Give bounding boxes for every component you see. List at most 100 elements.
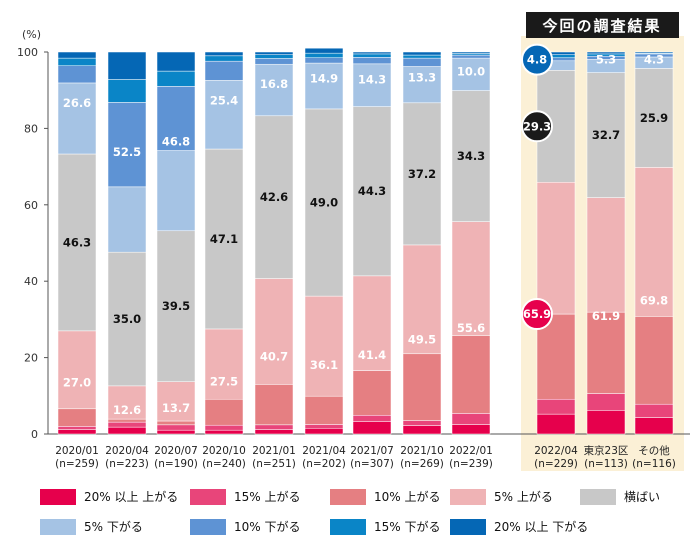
data-label-circle bbox=[521, 43, 553, 76]
bar-segment bbox=[254, 51, 294, 55]
bar-segment bbox=[451, 221, 491, 336]
bar-segment bbox=[204, 60, 244, 81]
bar-segment bbox=[586, 410, 626, 435]
data-label: 14.9 bbox=[310, 72, 338, 86]
data-labels: 27.0 46.3 26.6 12.6 35.0 52.5 13.7 39.5 46.8 27.5… bbox=[63, 43, 668, 417]
category-sample-size: (n=259) bbox=[55, 458, 99, 470]
legend-label: 15% 上がる bbox=[234, 490, 301, 504]
legend-item: 15% 下がる bbox=[330, 518, 441, 535]
category-sample-size: (n=202) bbox=[302, 458, 346, 470]
data-label: 36.1 bbox=[310, 358, 338, 372]
data-label: 46.3 bbox=[63, 235, 91, 249]
legend-item: 20% 以上 下がる bbox=[450, 518, 588, 535]
category-sample-size: (n=113) bbox=[584, 458, 628, 470]
bar-segment bbox=[586, 197, 626, 313]
category-sample-size: (n=269) bbox=[400, 458, 444, 470]
legend-label: 20% 以上 下がる bbox=[494, 520, 589, 534]
data-label: 26.6 bbox=[63, 96, 91, 110]
legend-label: 5% 上がる bbox=[494, 490, 553, 504]
bar-segment bbox=[204, 148, 244, 330]
category-labels: 2020/01(n=259) 2020/04(n=223) 2020/07(n=19… bbox=[55, 444, 676, 470]
legend-swatch bbox=[190, 518, 226, 535]
bar-segment bbox=[204, 51, 244, 57]
category-label: 2020/10 bbox=[202, 445, 246, 457]
bar-segment bbox=[254, 384, 294, 426]
bar-segment bbox=[304, 428, 344, 435]
legend-label: 20% 以上 上がる bbox=[84, 490, 179, 504]
category-sample-size: (n=239) bbox=[449, 458, 493, 470]
legend-item: 10% 上がる bbox=[330, 488, 441, 505]
data-label: 34.3 bbox=[457, 149, 485, 163]
bar-segment bbox=[536, 182, 576, 315]
data-label: 25.4 bbox=[210, 94, 238, 108]
bar-segment bbox=[304, 47, 344, 54]
data-label: 16.8 bbox=[260, 77, 288, 91]
category-label: 2022/01 bbox=[449, 445, 493, 457]
bar-segment bbox=[254, 429, 294, 435]
category-sample-size: (n=190) bbox=[154, 458, 198, 470]
bar-segment bbox=[451, 54, 491, 59]
category-sample-size: (n=251) bbox=[252, 458, 296, 470]
bar-segment bbox=[402, 57, 442, 67]
bar-segment bbox=[156, 230, 196, 382]
data-label: 49.5 bbox=[408, 332, 436, 346]
bar-segment bbox=[254, 54, 294, 59]
bar-segment bbox=[402, 54, 442, 59]
axes: 0 20 40 60 80 100 bbox=[17, 46, 690, 441]
bar-segment bbox=[352, 51, 392, 55]
bar-segment bbox=[204, 398, 244, 426]
bar-segment bbox=[402, 244, 442, 355]
bar-segment bbox=[156, 420, 196, 426]
legend-swatch bbox=[330, 518, 366, 535]
data-label-circle bbox=[521, 298, 553, 331]
y-tick-label: 20 bbox=[24, 352, 38, 365]
y-axis-unit: (%) bbox=[22, 28, 41, 41]
data-label: 55.6 bbox=[457, 321, 485, 335]
bar-segment bbox=[402, 353, 442, 421]
data-label: 41.4 bbox=[358, 348, 386, 362]
bar-segment bbox=[204, 328, 244, 400]
data-label: 14.3 bbox=[358, 72, 386, 86]
data-label-circle bbox=[521, 110, 553, 143]
bar-segment bbox=[57, 429, 97, 435]
bar-segment bbox=[586, 393, 626, 411]
bar-segment bbox=[107, 251, 147, 387]
category-label: 2022/04 bbox=[534, 445, 578, 457]
bar-segment bbox=[352, 106, 392, 277]
legend-label: 15% 下がる bbox=[374, 520, 441, 534]
legend-label: 10% 下がる bbox=[234, 520, 301, 534]
bar-segment bbox=[204, 424, 244, 431]
y-tick-label: 0 bbox=[31, 428, 38, 441]
legend-swatch bbox=[190, 488, 226, 505]
data-label: 5.3 bbox=[596, 53, 616, 67]
bar-segment bbox=[586, 51, 626, 55]
category-label: 2021/01 bbox=[252, 445, 296, 457]
category-sample-size: (n=307) bbox=[350, 458, 394, 470]
bar-segment bbox=[304, 52, 344, 58]
bar-segment bbox=[352, 421, 392, 435]
bar-segment bbox=[107, 186, 147, 253]
legend-swatch bbox=[580, 488, 616, 505]
bar-segment bbox=[57, 330, 97, 410]
bar-segment bbox=[536, 413, 576, 435]
category-label: その他 bbox=[638, 444, 670, 457]
bar-segment bbox=[254, 424, 294, 430]
bar-segment bbox=[634, 403, 674, 418]
data-label: 12.6 bbox=[113, 403, 141, 417]
y-tick-label: 100 bbox=[17, 46, 38, 59]
data-label: 27.0 bbox=[63, 375, 91, 389]
data-label: 27.5 bbox=[210, 374, 238, 388]
bar-segment bbox=[57, 408, 97, 427]
bar-segment bbox=[634, 417, 674, 435]
stacked-bar-chart: 今回の調査結果 (%) 0 20 40 60 80 100 27.0 46.3 26.6 12.… bbox=[17, 12, 690, 471]
bar-segment bbox=[204, 429, 244, 435]
bar-segment bbox=[352, 57, 392, 65]
data-label: 42.6 bbox=[260, 190, 288, 204]
bar-segment bbox=[634, 316, 674, 405]
data-label: 37.2 bbox=[408, 167, 436, 181]
data-label: 4.8 bbox=[527, 53, 547, 67]
category-sample-size: (n=116) bbox=[632, 458, 676, 470]
legend-swatch bbox=[330, 488, 366, 505]
legend-swatch bbox=[40, 488, 76, 505]
bar-segment bbox=[107, 421, 147, 428]
